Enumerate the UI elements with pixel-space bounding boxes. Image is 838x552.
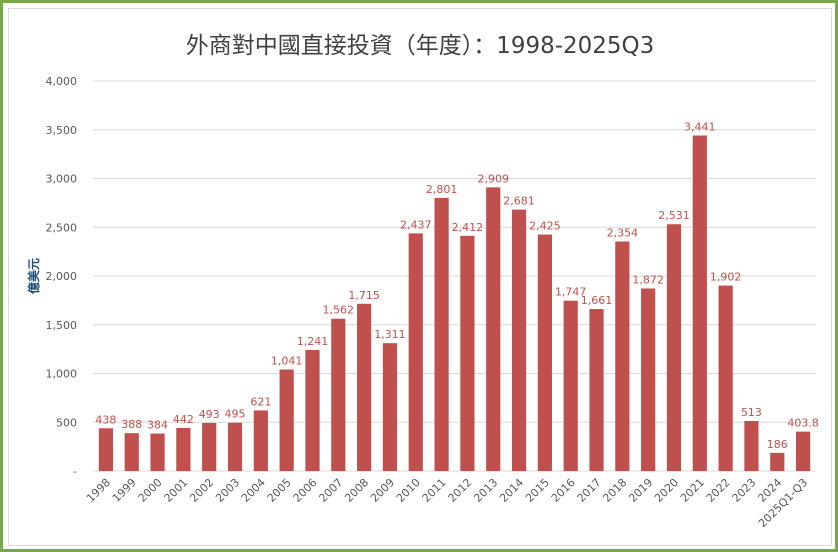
y-tick-label: 2,000: [46, 270, 78, 283]
bar: [124, 433, 139, 471]
bar: [615, 241, 630, 471]
bar: [408, 233, 423, 471]
x-tick-label: 1998: [84, 476, 113, 505]
bar: [357, 303, 372, 471]
bar: [641, 288, 656, 471]
x-tick-label: 1999: [110, 476, 139, 505]
bar: [486, 187, 501, 471]
data-label: 1,661: [581, 294, 613, 307]
data-label: 1,872: [632, 273, 664, 286]
x-tick-label: 2023: [730, 476, 759, 505]
data-label: 2,531: [658, 209, 690, 222]
data-label: 2,437: [400, 218, 432, 231]
x-tick-label: 2004: [239, 476, 268, 505]
data-label: 186: [767, 438, 788, 451]
bar: [744, 420, 759, 471]
bar: [537, 234, 552, 471]
bar: [305, 350, 320, 471]
x-tick-label: 2001: [162, 476, 191, 505]
data-label: 1,311: [374, 328, 406, 341]
x-tick-label: 2009: [368, 476, 397, 505]
bar: [202, 422, 217, 471]
x-tick-label: 2017: [575, 476, 604, 505]
data-label: 438: [95, 413, 116, 426]
x-tick-label: 2014: [497, 476, 526, 505]
x-tick-label: 2006: [291, 476, 320, 505]
bar: [227, 422, 243, 471]
data-label: 3,441: [684, 121, 716, 134]
y-tick-label: 2,500: [46, 221, 78, 234]
bar: [770, 452, 785, 471]
data-label: 1,747: [555, 286, 587, 299]
bar: [98, 428, 114, 471]
data-label: 2,681: [503, 195, 535, 208]
x-tick-label: 2020: [652, 476, 681, 505]
x-tick-label: 2008: [342, 476, 371, 505]
data-label: 1,241: [297, 335, 329, 348]
data-label: 2,412: [452, 221, 484, 234]
x-tick-label: 2011: [420, 476, 449, 505]
bar: [666, 224, 682, 471]
data-label: 2,801: [426, 183, 458, 196]
data-label: 2,909: [477, 172, 509, 185]
data-label: 621: [250, 395, 271, 408]
y-tick-label: -: [73, 465, 77, 478]
y-tick-label: 3,000: [46, 173, 78, 186]
y-tick-label: 1,000: [46, 368, 78, 381]
data-label: 495: [225, 408, 246, 421]
bar: [279, 369, 294, 471]
x-tick-label: 2010: [394, 476, 423, 505]
data-label: 513: [741, 406, 762, 419]
chart-area: [8, 8, 832, 546]
data-label: 403.8: [787, 417, 819, 430]
bar: [718, 285, 733, 471]
y-tick-label: 4,000: [46, 75, 78, 88]
x-tick-label: 2003: [213, 476, 242, 505]
data-label: 2,354: [607, 226, 639, 239]
data-label: 493: [199, 408, 220, 421]
bar: [176, 427, 191, 471]
x-tick-label: 2015: [523, 476, 552, 505]
bar: [150, 433, 165, 471]
y-tick-label: 3,500: [46, 124, 78, 137]
bar: [563, 300, 578, 471]
data-label: 384: [147, 419, 168, 432]
bar: [692, 135, 707, 471]
bar: [434, 197, 449, 471]
x-tick-label: 2013: [471, 476, 500, 505]
data-label: 2,425: [529, 220, 561, 233]
data-label: 442: [173, 413, 194, 426]
x-tick-label: 2007: [316, 476, 345, 505]
bar: [382, 343, 398, 471]
x-tick-label: 2018: [600, 476, 629, 505]
x-tick-label: 2019: [626, 476, 655, 505]
x-tick-label: 2012: [446, 476, 475, 505]
bar: [460, 235, 475, 471]
data-label: 1,041: [271, 355, 303, 368]
data-label: 1,715: [348, 289, 380, 302]
y-tick-label: 1,500: [46, 319, 78, 332]
x-tick-label: 2022: [704, 476, 733, 505]
x-tick-label: 2016: [549, 476, 578, 505]
bar: [589, 309, 604, 471]
chart-title: 外商對中國直接投資（年度）：1998-2025Q3: [186, 33, 655, 59]
bar: [253, 410, 268, 471]
data-label: 388: [121, 418, 142, 431]
x-tick-label: 2005: [265, 476, 294, 505]
y-tick-label: 500: [56, 416, 77, 429]
x-tick-label: 2000: [136, 476, 165, 505]
data-label: 1,562: [323, 304, 355, 317]
data-label: 1,902: [710, 271, 742, 284]
bar: [795, 431, 811, 471]
bar: [331, 318, 346, 471]
x-tick-label: 2021: [678, 476, 707, 505]
y-axis-label: 億美元: [26, 258, 41, 294]
x-tick-label: 2002: [187, 476, 216, 505]
bar: [511, 209, 527, 472]
